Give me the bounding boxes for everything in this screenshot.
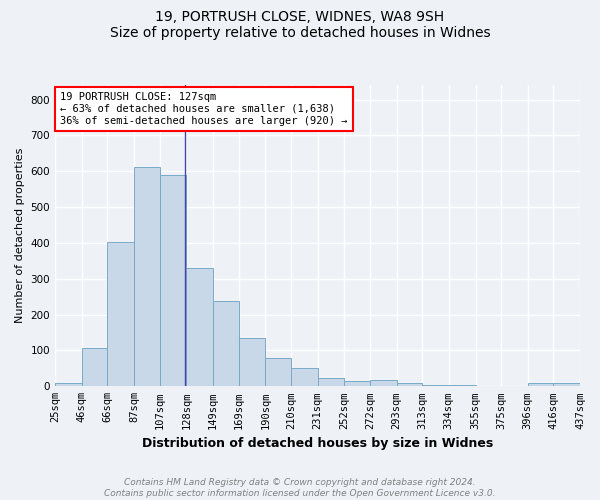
Bar (134, 166, 160, 386)
Y-axis label: Number of detached properties: Number of detached properties (15, 148, 25, 324)
Bar (186, 268, 213, 386)
Bar (55, 384, 82, 386)
Bar (449, 385, 476, 386)
Bar (397, 384, 422, 386)
Text: Contains HM Land Registry data © Crown copyright and database right 2024.
Contai: Contains HM Land Registry data © Crown c… (104, 478, 496, 498)
Bar (344, 381, 370, 386)
Bar (422, 384, 449, 386)
Bar (317, 378, 344, 386)
Bar (239, 338, 265, 386)
Bar (107, 242, 134, 386)
Bar (82, 348, 107, 387)
Text: 19 PORTRUSH CLOSE: 127sqm
← 63% of detached houses are smaller (1,638)
36% of se: 19 PORTRUSH CLOSE: 127sqm ← 63% of detac… (60, 92, 347, 126)
Bar (265, 358, 291, 386)
Bar (160, 175, 186, 386)
Bar (528, 384, 553, 386)
Bar (213, 302, 239, 386)
Bar (553, 382, 580, 386)
Text: 19, PORTRUSH CLOSE, WIDNES, WA8 9SH
Size of property relative to detached houses: 19, PORTRUSH CLOSE, WIDNES, WA8 9SH Size… (110, 10, 490, 40)
Bar (291, 368, 317, 386)
X-axis label: Distribution of detached houses by size in Widnes: Distribution of detached houses by size … (142, 437, 493, 450)
Bar (370, 380, 397, 386)
